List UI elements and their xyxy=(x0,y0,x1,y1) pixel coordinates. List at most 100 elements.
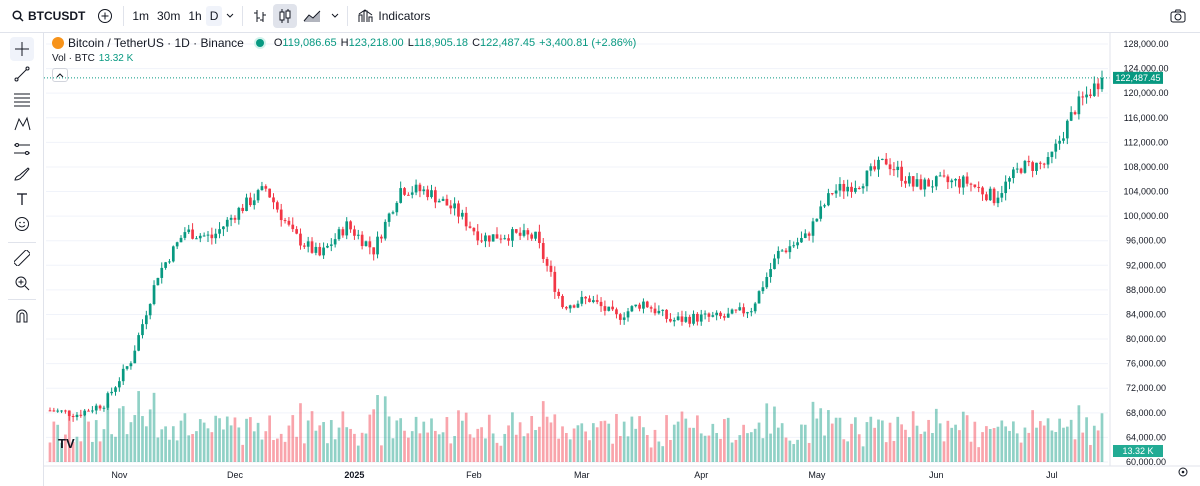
candle-body xyxy=(418,184,422,192)
candle-body xyxy=(249,197,252,206)
volume-bar xyxy=(491,433,495,462)
volume-bar xyxy=(276,438,279,462)
candle-body xyxy=(561,295,564,308)
candle-body xyxy=(800,238,803,243)
candle-body xyxy=(283,220,287,222)
volume-bar xyxy=(487,414,491,462)
price-axis[interactable]: 128,000.00 124,000.00 120,000.00 116,000.00… xyxy=(1109,33,1169,467)
volume-bar xyxy=(175,440,179,462)
candle-body xyxy=(499,238,503,240)
trendline-tool[interactable] xyxy=(10,62,34,86)
candle-body xyxy=(380,236,383,239)
time-axis[interactable]: Nov Dec 2025 Feb Mar Apr May Jun Jul xyxy=(44,465,1200,480)
volume-bar xyxy=(746,433,749,462)
volume-bar xyxy=(927,419,930,462)
candle-body xyxy=(133,350,137,364)
brush-tool[interactable] xyxy=(10,162,34,186)
magnet-tool[interactable] xyxy=(10,304,34,328)
emoji-tool[interactable] xyxy=(10,212,34,236)
volume-bar xyxy=(368,414,372,462)
area-style-button[interactable] xyxy=(297,0,327,33)
measure-tool[interactable] xyxy=(10,246,34,270)
collapse-legend-button[interactable] xyxy=(52,68,68,82)
candle-body xyxy=(364,241,368,247)
volume-bar xyxy=(699,433,703,462)
volume-bar xyxy=(183,413,187,462)
candle-body xyxy=(79,414,83,416)
divider xyxy=(8,299,36,300)
fib-tool[interactable] xyxy=(10,87,34,111)
candle-body xyxy=(152,285,156,305)
timeframe-d[interactable]: D xyxy=(205,6,223,26)
volume-bar xyxy=(796,439,799,462)
timeframe-1h[interactable]: 1h xyxy=(188,9,202,23)
candle-body xyxy=(588,298,591,303)
price-tick-label: 80,000.00 xyxy=(1126,334,1166,344)
compare-button[interactable] xyxy=(91,0,119,33)
candle-body xyxy=(314,246,318,253)
candle-body xyxy=(484,235,487,242)
candle-body xyxy=(310,241,314,253)
settings-button[interactable] xyxy=(1178,467,1188,477)
volume-bar xyxy=(985,426,988,462)
price-tick-label: 76,000.00 xyxy=(1126,359,1166,369)
volume-bar xyxy=(414,416,418,462)
legend-close: C122,487.45 xyxy=(472,37,536,49)
volume-bar xyxy=(565,433,568,462)
volume-bar xyxy=(630,416,634,462)
volume-bar xyxy=(337,427,341,462)
volume-bar xyxy=(299,403,302,462)
indicators-button[interactable]: Indicators xyxy=(352,0,436,33)
bar-style-button[interactable] xyxy=(247,0,273,33)
volume-bar xyxy=(1100,413,1104,462)
candle-body xyxy=(91,410,94,412)
text-icon xyxy=(17,193,27,205)
candle-body xyxy=(276,202,279,210)
candle-body xyxy=(198,235,202,239)
candle-body xyxy=(549,265,553,272)
candle-body xyxy=(245,197,248,211)
text-tool[interactable] xyxy=(10,187,34,211)
projection-tool[interactable] xyxy=(10,137,34,161)
volume-bar xyxy=(557,438,561,462)
candle-body xyxy=(696,313,699,322)
candle-body xyxy=(476,231,480,241)
snapshot-button[interactable] xyxy=(1164,0,1192,33)
candle-body xyxy=(514,229,518,233)
pattern-tool[interactable] xyxy=(10,112,34,136)
chart-legend: Bitcoin / TetherUS · 1D · Binance O119,0… xyxy=(52,36,640,50)
candle-body xyxy=(175,242,179,247)
candle-body xyxy=(850,186,853,192)
crosshair-tool[interactable] xyxy=(10,37,34,61)
candle-body xyxy=(680,316,684,322)
candle-body xyxy=(1100,77,1104,90)
volume-bar xyxy=(861,446,865,462)
volume-bar xyxy=(676,421,680,462)
volume-bar xyxy=(418,433,422,462)
volume-bar xyxy=(846,441,850,462)
chart-type-dropdown[interactable] xyxy=(327,0,343,33)
timeframe-dropdown[interactable] xyxy=(222,0,238,33)
price-tick-label: 88,000.00 xyxy=(1126,285,1166,295)
volume-bar xyxy=(1054,431,1058,462)
candle-body xyxy=(407,194,410,196)
candles-style-button[interactable] xyxy=(273,4,298,28)
volume-bar xyxy=(441,432,445,462)
volume-bar xyxy=(511,412,514,462)
timeframe-1m[interactable]: 1m xyxy=(132,9,149,23)
volume-bar xyxy=(696,415,699,462)
timeframe-30m[interactable]: 30m xyxy=(157,9,181,23)
symbol-search-button[interactable]: BTCUSDT xyxy=(0,0,91,33)
zoom-tool[interactable] xyxy=(10,271,34,295)
candle-body xyxy=(615,309,618,315)
volume-bar xyxy=(395,420,399,462)
volume-bar xyxy=(118,408,121,462)
volume-bar xyxy=(803,424,807,462)
candle-body xyxy=(129,363,133,367)
candle-body xyxy=(395,202,399,213)
candle-body xyxy=(580,296,584,304)
candle-body xyxy=(256,190,260,201)
volume-bar xyxy=(734,439,738,462)
drawing-toolbar xyxy=(0,33,44,486)
